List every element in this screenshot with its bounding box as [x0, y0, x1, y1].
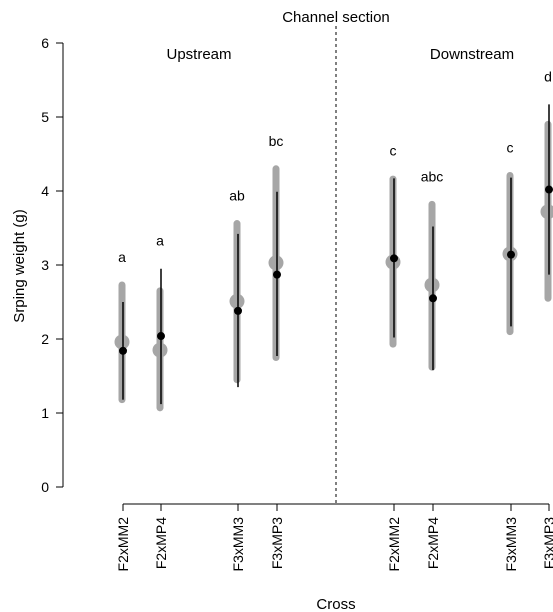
y-tick-label: 1 — [41, 405, 49, 421]
gray-point — [114, 334, 130, 350]
gray-point — [152, 342, 168, 358]
y-tick-label: 2 — [41, 331, 49, 347]
section-upstream-label: Upstream — [166, 46, 231, 63]
black-point — [507, 250, 515, 259]
black-point — [390, 254, 398, 263]
x-tick-label: F2xMP4 — [153, 517, 169, 569]
section-downstream-label: Downstream — [430, 46, 514, 63]
gray-point — [540, 204, 553, 220]
y-tick-label: 4 — [41, 183, 49, 199]
x-tick-label: F3xMP3 — [541, 517, 553, 569]
x-tick-label: F3xMM3 — [503, 517, 519, 572]
x-tick-label: F2xMP4 — [425, 517, 441, 569]
gray-point — [268, 255, 284, 271]
x-tick-label: F3xMP3 — [269, 517, 285, 569]
x-axis-title: Cross — [316, 596, 355, 612]
black-point — [157, 332, 165, 341]
significance-letter: abc — [421, 168, 444, 184]
axes: 0 1 2 3 4 5 6 F2xMM2 F2xMP4 F3xMM3 F3xMP3 F2xMM2 F2x… — [41, 26, 553, 571]
black-point — [119, 346, 127, 355]
gray-point — [424, 277, 440, 293]
significance-letter: bc — [269, 133, 284, 149]
chart-marks: a a ab bc c abc c d — [114, 68, 553, 412]
black-point — [545, 185, 553, 194]
y-tick-label: 6 — [41, 35, 49, 51]
significance-letter: d — [544, 68, 552, 84]
x-tick-label: F2xMM2 — [386, 517, 402, 572]
section-title: Channel section — [282, 9, 390, 26]
significance-letter: ab — [229, 188, 245, 204]
significance-letter: c — [507, 139, 514, 155]
x-tick-label: F3xMM3 — [230, 517, 246, 572]
significance-letter: a — [118, 249, 126, 265]
y-tick-label: 3 — [41, 257, 49, 273]
x-tick-label: F2xMM2 — [115, 517, 131, 572]
gray-point — [229, 293, 245, 309]
y-tick-label: 0 — [41, 479, 49, 495]
black-point — [429, 294, 437, 303]
y-tick-label: 5 — [41, 109, 49, 125]
significance-letter: c — [390, 142, 397, 158]
black-point — [234, 306, 242, 315]
black-point — [273, 270, 281, 279]
significance-letter: a — [156, 233, 164, 249]
y-axis-title: Srping weight (g) — [11, 209, 28, 322]
